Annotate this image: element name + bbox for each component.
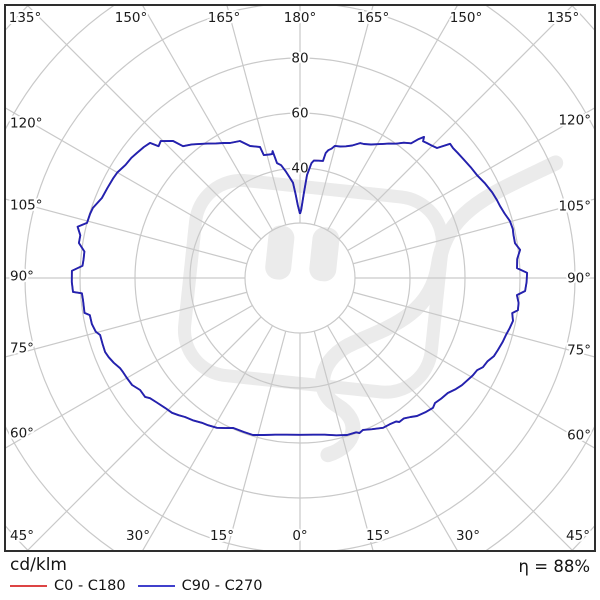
legend-item-c0-c180: C0 - C180 (10, 578, 126, 594)
angle-label: 15° (366, 528, 390, 544)
angle-label: 120° (558, 113, 591, 129)
efficiency-label: η = 88% (518, 557, 590, 576)
legend-label-c90-c270: C90 - C270 (181, 578, 263, 594)
angle-label: 45° (566, 528, 590, 544)
grid-spoke (352, 198, 594, 265)
grid-spoke (313, 330, 374, 550)
angle-label: 0° (292, 528, 307, 544)
grid-spoke (338, 6, 573, 240)
grid-spoke (338, 316, 573, 550)
ring-value-label: 40 (291, 161, 308, 177)
ring-value-label: 80 (291, 51, 308, 67)
grid-spoke (352, 291, 594, 358)
angle-label: 105° (10, 198, 43, 214)
legend-line-blue-icon (137, 585, 175, 587)
angle-label: 90° (567, 271, 591, 287)
angle-label: 45° (10, 528, 34, 544)
grid-spoke (226, 330, 287, 550)
grid-spoke (27, 316, 262, 550)
watermark-pin-right-icon (309, 227, 340, 282)
c90-c270-curve (70, 135, 529, 437)
angle-label: 135° (9, 10, 42, 26)
intensity-curves (70, 135, 529, 437)
angle-label: 180° (284, 10, 317, 26)
grid-spoke (326, 6, 458, 231)
watermark-cable-icon (315, 155, 564, 463)
angle-label: 105° (558, 199, 591, 215)
grid-spoke (6, 304, 253, 449)
legend: C0 - C180 C90 - C270 (10, 578, 262, 594)
legend-line-red-icon (10, 585, 47, 587)
axis-labels: 135° 150° 165° 180° 165° 150° 135° 45° 30° 15° 0° 1… (7, 8, 593, 546)
angle-label: 75° (10, 341, 34, 357)
angle-label: 60° (10, 426, 34, 442)
ring-value-label: 60 (291, 106, 308, 122)
angle-label: 30° (456, 528, 480, 544)
angle-label: 135° (547, 10, 580, 26)
grid-spoke (326, 325, 458, 550)
angle-label: 120° (10, 116, 43, 132)
angle-label: 150° (450, 10, 483, 26)
grid-spoke (347, 304, 594, 449)
grid-spoke (6, 291, 248, 358)
polar-grid (6, 6, 594, 550)
watermark-pin-left-icon (265, 225, 295, 280)
angle-label: 90° (10, 269, 34, 285)
angle-label: 75° (567, 343, 591, 359)
angle-label: 15° (210, 528, 234, 544)
grid-spoke (6, 107, 253, 252)
angle-label: 150° (115, 10, 148, 26)
grid-spoke (142, 325, 274, 550)
angle-label: 165° (357, 10, 390, 26)
grid-spoke (142, 6, 274, 231)
legend-item-c90-c270: C90 - C270 (137, 578, 263, 594)
grid-spoke (6, 198, 248, 265)
unit-label: cd/klm (10, 555, 67, 575)
grid-spoke (313, 6, 374, 226)
polar-photometric-chart: 135° 150° 165° 180° 165° 150° 135° 45° 30° 15° 0° 1… (4, 4, 596, 552)
grid-spoke (226, 6, 287, 226)
grid-spoke (347, 107, 594, 252)
angle-label: 30° (126, 528, 150, 544)
angle-label: 60° (567, 428, 591, 444)
legend-label-c0-c180: C0 - C180 (54, 578, 126, 594)
angle-label: 165° (208, 10, 241, 26)
grid-spoke (27, 6, 262, 240)
